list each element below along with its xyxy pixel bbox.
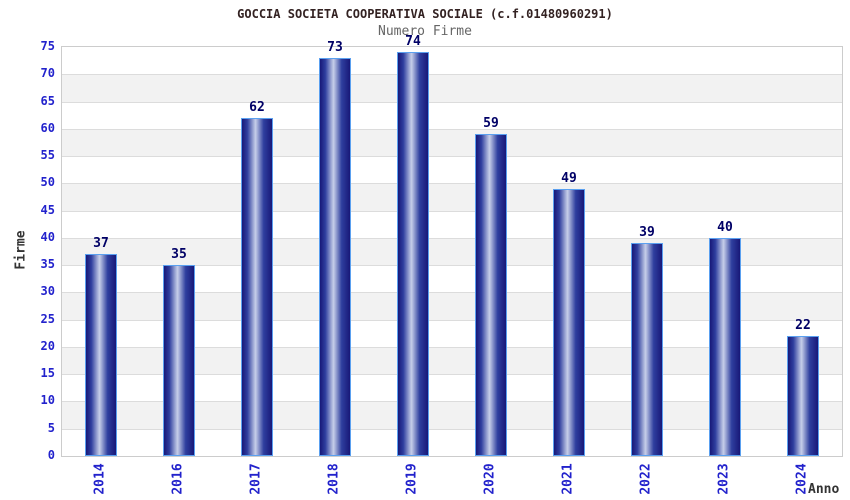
bar <box>553 188 585 456</box>
bar-value-label: 22 <box>795 318 811 334</box>
background-band <box>62 210 842 238</box>
background-band <box>62 74 842 102</box>
bar-value-label: 74 <box>405 34 421 50</box>
y-tick-label: 20 <box>40 338 55 353</box>
bar <box>85 254 117 456</box>
gridline <box>62 374 842 376</box>
x-tick-label-text: 2023 <box>716 463 732 495</box>
y-tick-label: 25 <box>40 311 55 326</box>
bar-value-label: 35 <box>171 247 187 263</box>
plot-area: 37 35 62 73 74 59 49 39 40 22 <box>61 35 843 457</box>
y-tick-label: 50 <box>40 175 55 190</box>
gridline <box>62 265 842 267</box>
y-tick-label: 75 <box>40 39 55 53</box>
x-axis-title: Anno <box>808 482 840 497</box>
x-tick-label-text: 2021 <box>560 463 576 495</box>
bar-value-label: 39 <box>639 225 655 241</box>
bar <box>787 336 819 456</box>
x-tick-label-text: 2014 <box>92 463 108 495</box>
y-tick-label: 35 <box>40 257 55 272</box>
gridline <box>62 128 842 130</box>
bar <box>241 117 273 456</box>
bar <box>163 265 195 456</box>
x-tick-label-text: 2018 <box>326 463 342 495</box>
y-tick-label: 30 <box>40 284 55 299</box>
y-tick-label: 40 <box>40 229 55 244</box>
chart-title: GOCCIA SOCIETA COOPERATIVA SOCIALE (c.f.… <box>237 7 613 21</box>
background-band <box>62 156 842 184</box>
bar-value-label: 62 <box>249 99 265 115</box>
x-tick-label-text: 2020 <box>482 463 498 495</box>
gridline <box>62 401 842 403</box>
x-tick-label-text: 2022 <box>638 463 654 495</box>
bar <box>397 52 429 456</box>
bar-value-label: 49 <box>561 170 577 186</box>
y-tick-label: 55 <box>40 148 55 163</box>
gridline <box>62 74 842 76</box>
bar <box>631 243 663 456</box>
x-tick-label-text: 2017 <box>248 463 264 495</box>
y-tick-label: 65 <box>40 93 55 108</box>
y-tick-label: 70 <box>40 66 55 81</box>
y-tick-label: 10 <box>40 393 55 408</box>
y-tick-label: 45 <box>40 202 55 217</box>
background-band <box>62 128 842 157</box>
gridline <box>62 101 842 103</box>
bar-value-label: 40 <box>717 219 733 235</box>
gridline <box>62 428 842 430</box>
gridline <box>62 156 842 158</box>
y-tick-label: 15 <box>40 366 55 381</box>
bar-value-label: 59 <box>483 116 499 132</box>
bar <box>475 134 507 456</box>
gridline <box>62 346 842 348</box>
x-tick-label-text: 2016 <box>170 463 186 495</box>
gridline <box>62 210 842 212</box>
gridline <box>62 319 842 321</box>
gridline <box>62 237 842 239</box>
bar-value-label: 73 <box>327 39 343 55</box>
background-band <box>62 183 842 211</box>
y-tick-label: 5 <box>47 420 55 435</box>
background-band <box>62 101 842 129</box>
gridline <box>62 292 842 294</box>
y-tick-label: 60 <box>40 120 55 135</box>
gridline <box>62 183 842 185</box>
chart-subtitle: Numero Firme <box>378 24 472 39</box>
bar <box>709 237 741 456</box>
bar-value-label: 37 <box>93 236 109 252</box>
bar <box>319 57 351 456</box>
x-tick-label-text: 2019 <box>404 463 420 495</box>
background-band <box>62 47 842 75</box>
y-tick-label: 0 <box>47 448 55 462</box>
